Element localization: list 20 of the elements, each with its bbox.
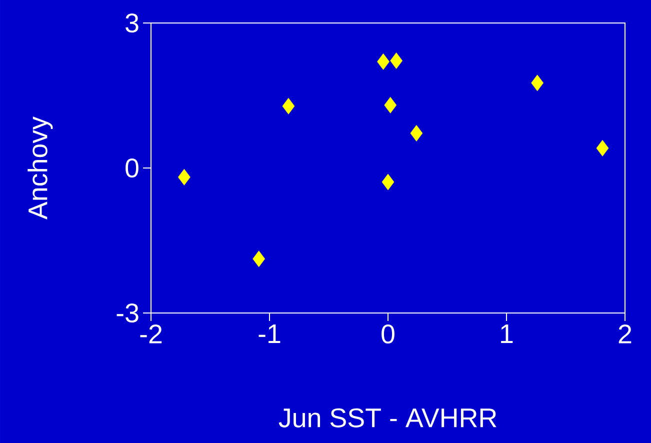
x-tick-label: 1: [501, 324, 513, 344]
x-tick-label: 2: [618, 324, 632, 344]
x-tick-label: -2: [140, 324, 162, 344]
point: [384, 96, 397, 114]
point: [252, 250, 266, 268]
point: [178, 168, 190, 186]
y-tick-label: 3: [126, 13, 138, 33]
point: [596, 140, 609, 156]
y-tick-label: 0: [126, 158, 138, 178]
x-axis-title: Jun SST - AVHRR: [278, 408, 496, 428]
x-tick-label: -1: [258, 324, 280, 344]
point: [377, 53, 390, 70]
point: [390, 52, 402, 69]
y-tick-label: -3: [116, 303, 138, 323]
x-tick-label: 0: [382, 324, 394, 344]
point: [382, 174, 394, 190]
y-axis-title: Anchovy: [28, 116, 53, 220]
point: [531, 74, 544, 92]
point: [282, 98, 295, 114]
point: [410, 124, 423, 142]
